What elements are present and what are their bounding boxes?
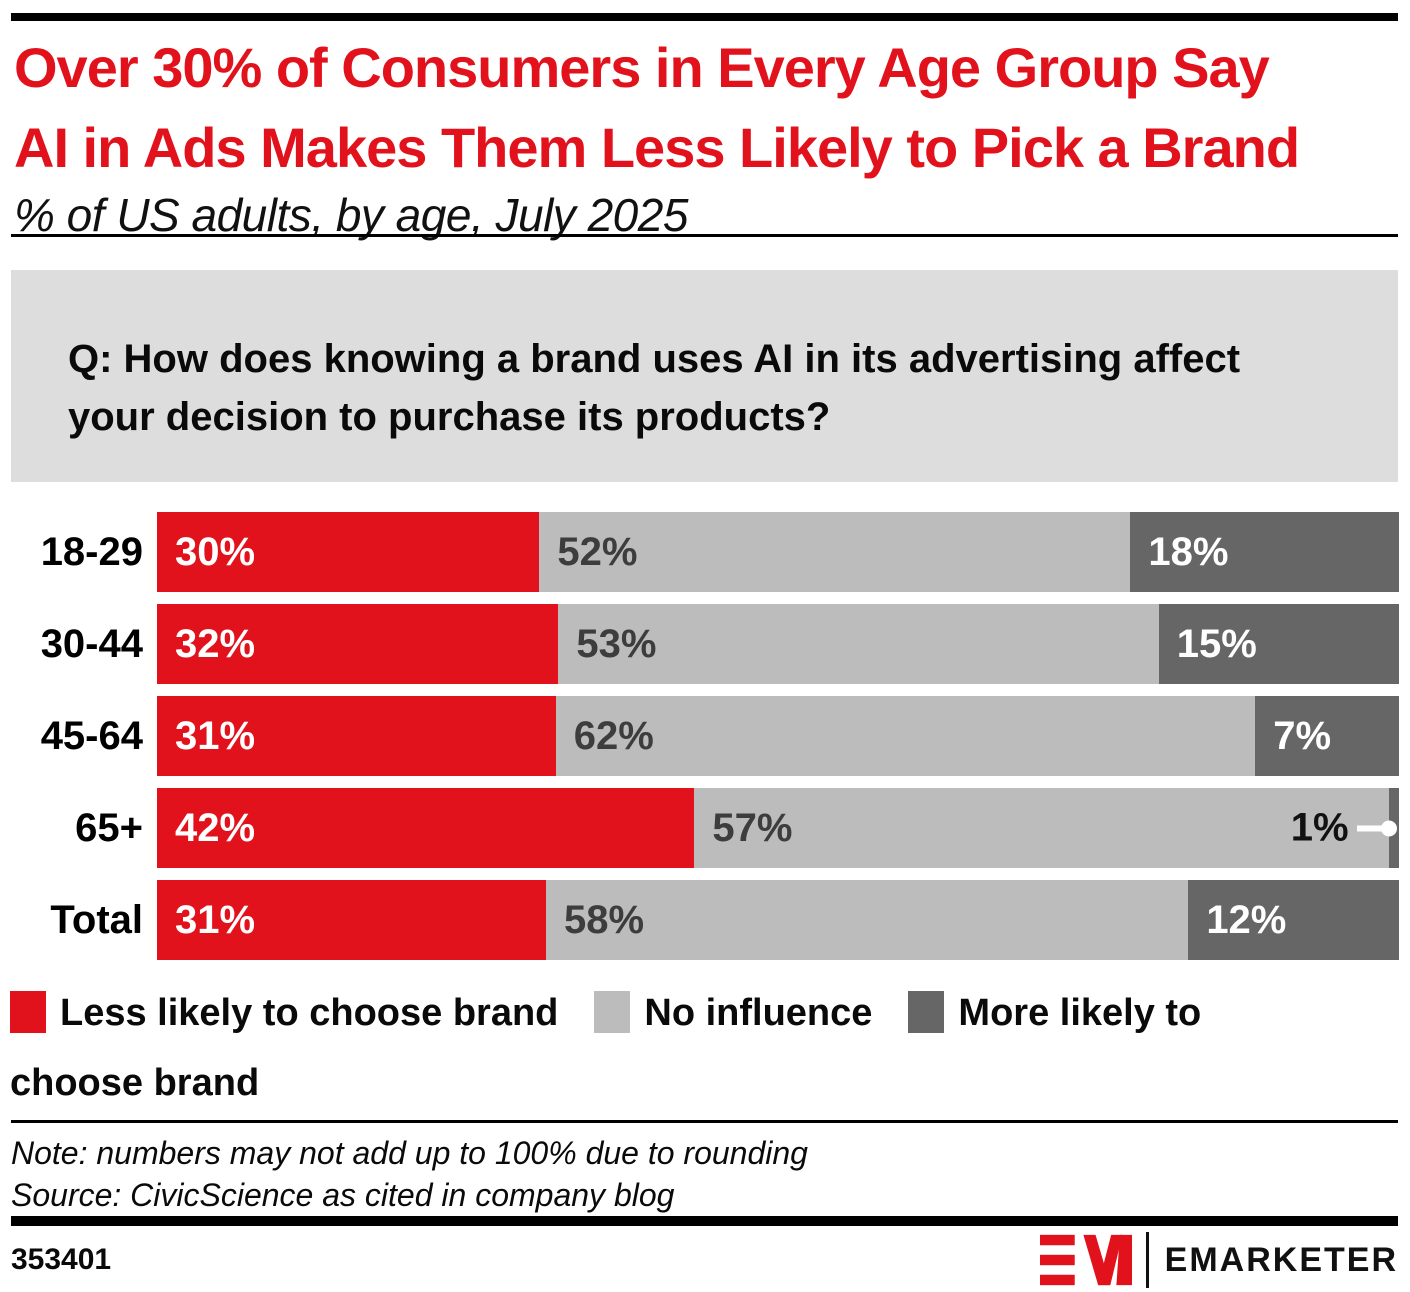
callout-leader-line xyxy=(1356,825,1383,831)
segment-value: 52% xyxy=(557,529,638,574)
legend-label: No influence xyxy=(644,992,873,1034)
notes-divider xyxy=(11,1120,1398,1123)
legend-swatch-lightgray-icon xyxy=(594,991,631,1033)
one-percent-callout: 1% xyxy=(1291,806,1397,851)
segment-value: 12% xyxy=(1206,897,1287,942)
row-label: Total xyxy=(50,898,143,942)
chart-row-45-64: 45-64 31% 62% 7% xyxy=(0,696,1410,776)
chart-row-65-plus: 65+ 42% 57% 1% xyxy=(0,788,1410,868)
bar-18-29: 30% 52% 18% xyxy=(157,512,1399,592)
segment-value: 7% xyxy=(1273,713,1332,758)
row-label: 18-29 xyxy=(40,530,143,574)
question-box: Q: How does knowing a brand uses AI in i… xyxy=(11,270,1398,482)
segment-value: 31% xyxy=(175,713,256,758)
segment-more-likely: 18% xyxy=(1130,512,1399,592)
segment-less-likely: 31% xyxy=(157,880,546,960)
bar-45-64: 31% 62% 7% xyxy=(157,696,1399,776)
question-text: Q: How does knowing a brand uses AI in i… xyxy=(68,337,1241,439)
segment-value: 57% xyxy=(712,805,793,850)
segment-more-likely: 12% xyxy=(1188,880,1399,960)
em-logo-icon xyxy=(1039,1234,1132,1286)
segment-more-likely: 15% xyxy=(1158,604,1399,684)
chart-id: 353401 xyxy=(11,1243,112,1276)
legend: Less likely to choose brand No influence M… xyxy=(10,978,1310,1118)
logo-divider xyxy=(1145,1232,1149,1288)
page-title-line1: Over 30% of Consumers in Every Age Group… xyxy=(14,36,1270,99)
segment-value: 32% xyxy=(175,621,256,666)
brand-name: EMARKETER xyxy=(1164,1240,1398,1279)
legend-item-less-likely: Less likely to choose brand xyxy=(10,991,559,1034)
segment-no-influence: 53% xyxy=(558,604,1159,684)
footer-divider xyxy=(11,1216,1398,1226)
bar-30-44: 32% 53% 15% xyxy=(157,604,1399,684)
chart-row-total: Total 31% 58% 12% xyxy=(0,880,1410,960)
bar-65-plus: 42% 57% 1% xyxy=(157,788,1399,868)
segment-value: 62% xyxy=(573,713,654,758)
callout-value: 1% xyxy=(1290,805,1349,850)
segment-value: 58% xyxy=(563,897,645,942)
bar-total: 31% 58% 12% xyxy=(157,880,1399,960)
note-text: Note: numbers may not add up to 100% due… xyxy=(11,1135,808,1171)
header-divider xyxy=(11,234,1398,237)
source-text: Source: CivicScience as cited in company… xyxy=(11,1177,675,1213)
segment-less-likely: 31% xyxy=(157,696,556,776)
row-label: 45-64 xyxy=(40,714,143,758)
segment-no-influence: 52% xyxy=(539,512,1131,592)
page-subtitle: % of US adults, by age, July 2025 xyxy=(14,189,688,241)
segment-no-influence: 57% 1% xyxy=(694,788,1397,868)
segment-value: 15% xyxy=(1176,621,1257,666)
legend-label: Less likely to choose brand xyxy=(60,992,559,1034)
chart-row-30-44: 30-44 32% 53% 15% xyxy=(0,604,1410,684)
emarketer-logo: EMARKETER xyxy=(1039,1232,1398,1288)
row-label: 30-44 xyxy=(40,622,143,666)
segment-less-likely: 30% xyxy=(157,512,540,592)
segment-no-influence: 62% xyxy=(555,696,1256,776)
legend-swatch-red-icon xyxy=(10,991,46,1033)
legend-item-no-influence: No influence xyxy=(594,991,873,1034)
segment-less-likely: 32% xyxy=(157,604,559,684)
legend-swatch-darkgray-icon xyxy=(908,991,945,1033)
legend-item-more-likely: More likely to choose brand xyxy=(10,991,1202,1104)
segment-value: 18% xyxy=(1148,529,1229,574)
segment-value: 42% xyxy=(175,805,256,850)
page-title-line2: AI in Ads Makes Them Less Likely to Pick… xyxy=(14,115,1300,179)
chart-row-18-29: 18-29 30% 52% 18% xyxy=(0,512,1410,592)
footer: 353401 EMARKETER xyxy=(11,1230,1398,1290)
segment-value: 31% xyxy=(175,897,256,942)
segment-no-influence: 58% xyxy=(545,880,1189,960)
segment-more-likely: 7% xyxy=(1255,696,1399,776)
notes-block: Note: numbers may not add up to 100% due… xyxy=(11,1132,1398,1216)
segment-less-likely: 42% xyxy=(157,788,695,868)
row-label: 65+ xyxy=(75,806,143,850)
segment-value: 30% xyxy=(175,529,256,574)
segment-value: 53% xyxy=(576,621,657,666)
stacked-bar-chart: 18-29 30% 52% 18% 30-44 32% 53% 15% 45-6… xyxy=(0,512,1410,960)
top-accent-bar xyxy=(11,13,1398,21)
legend-label: More likely to choose brand xyxy=(10,992,1202,1104)
callout-dot-icon xyxy=(1380,820,1397,836)
page-title: Over 30% of Consumers in Every Age Group… xyxy=(14,28,1400,187)
